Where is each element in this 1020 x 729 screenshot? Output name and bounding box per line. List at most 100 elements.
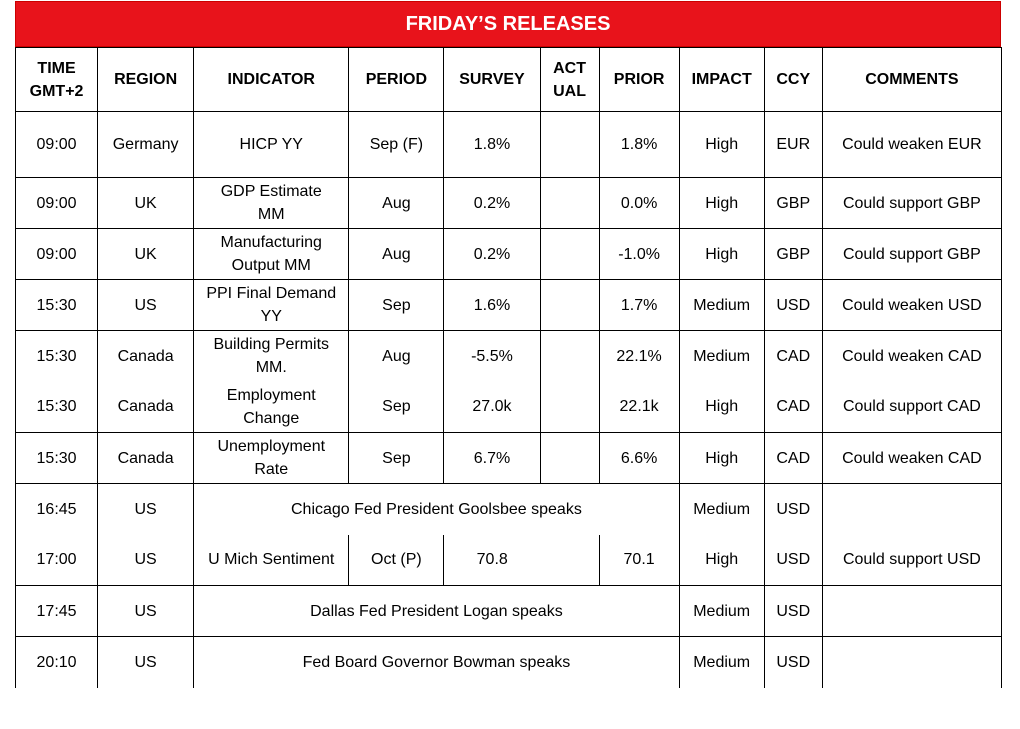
header-impact: IMPACT — [678, 47, 765, 112]
region-cell: US — [97, 585, 195, 637]
comment-cell — [821, 585, 1003, 637]
ccy-cell: USD — [763, 585, 823, 637]
comment-cell: Could weaken CAD — [821, 330, 1003, 382]
period-cell: Sep — [348, 432, 445, 484]
table-row: 09:00 UK Manufacturing Output MM Aug 0.2%… — [14, 228, 1003, 280]
time-cell: 15:30 — [14, 330, 99, 382]
time-cell: 17:00 — [14, 534, 99, 586]
ccy-cell: USD — [763, 636, 823, 688]
table-row: 15:30 Canada Building Permits MM. Aug -5.… — [14, 330, 1003, 382]
comment-cell: Could weaken USD — [821, 279, 1003, 331]
time-cell: 17:45 — [14, 585, 99, 637]
impact-cell: High — [678, 534, 765, 586]
actual-cell — [539, 330, 600, 382]
actual-cell — [539, 432, 600, 484]
ccy-cell: USD — [763, 483, 823, 535]
impact-cell: High — [678, 111, 765, 178]
comment-cell: Could support GBP — [821, 228, 1003, 280]
comment-cell: Could support USD — [821, 534, 1003, 586]
impact-cell: Medium — [678, 636, 765, 688]
header-indicator: INDICATOR — [193, 47, 350, 112]
actual-cell — [540, 534, 600, 586]
survey-cell: 0.2% — [443, 228, 541, 280]
prior-cell: 22.1% — [598, 330, 680, 382]
actual-cell — [539, 279, 600, 331]
survey-cell: 70.8 — [443, 534, 541, 586]
period-cell: Aug — [348, 228, 445, 280]
header-region: REGION — [97, 47, 195, 112]
region-cell: US — [97, 279, 195, 331]
comment-cell: Could weaken CAD — [821, 432, 1003, 484]
table-row: 17:45 US Dallas Fed President Logan spea… — [14, 585, 1003, 637]
time-cell: 09:00 — [14, 228, 99, 280]
time-cell: 15:30 — [14, 381, 99, 433]
table-row: 15:30 Canada Employment Change Sep 27.0k … — [14, 381, 1003, 433]
survey-cell: 1.8% — [443, 111, 541, 178]
actual-cell — [539, 228, 600, 280]
region-cell: Canada — [97, 432, 195, 484]
header-comments: COMMENTS — [821, 47, 1003, 112]
prior-cell: 1.8% — [598, 111, 680, 178]
table-row: 09:00 Germany HICP YY Sep (F) 1.8% 1.8% … — [14, 111, 1003, 178]
prior-cell: 0.0% — [598, 177, 680, 229]
impact-cell: Medium — [678, 585, 765, 637]
survey-cell: 1.6% — [443, 279, 541, 331]
table-row: 16:45 US Chicago Fed President Goolsbee … — [14, 483, 1003, 535]
table-row: 17:00 US U Mich Sentiment Oct (P) 70.8 7… — [14, 534, 1003, 586]
table-row: 20:10 US Fed Board Governor Bowman speak… — [14, 636, 1003, 688]
indicator-cell: U Mich Sentiment — [193, 534, 350, 586]
ccy-cell: CAD — [763, 432, 823, 484]
header-time: TIME GMT+2 — [14, 47, 99, 112]
region-cell: UK — [97, 228, 195, 280]
comment-cell — [821, 483, 1003, 535]
ccy-cell: USD — [763, 279, 823, 331]
event-description: Dallas Fed President Logan speaks — [193, 585, 680, 637]
impact-cell: High — [678, 432, 765, 484]
impact-cell: High — [678, 381, 765, 433]
header-survey: SURVEY — [443, 47, 541, 112]
event-description: Fed Board Governor Bowman speaks — [193, 636, 680, 688]
table-row: 15:30 Canada Unemployment Rate Sep 6.7% 6… — [14, 432, 1003, 484]
comment-cell: Could weaken EUR — [821, 111, 1003, 178]
impact-cell: Medium — [678, 330, 765, 382]
header-ccy: CCY — [763, 47, 823, 112]
period-cell: Sep — [348, 279, 445, 331]
region-cell: Canada — [97, 330, 195, 382]
time-cell: 16:45 — [14, 483, 99, 535]
prior-cell: 6.6% — [598, 432, 680, 484]
prior-cell: 1.7% — [598, 279, 680, 331]
region-cell: US — [97, 534, 195, 586]
ccy-cell: GBP — [763, 228, 823, 280]
survey-cell: 0.2% — [443, 177, 541, 229]
region-cell: Canada — [97, 381, 195, 433]
period-cell: Sep (F) — [348, 111, 445, 178]
survey-cell: 27.0k — [443, 381, 541, 433]
impact-cell: High — [678, 177, 765, 229]
survey-cell: -5.5% — [443, 330, 541, 382]
prior-cell: 22.1k — [598, 381, 680, 433]
comment-cell: Could support CAD — [821, 381, 1003, 433]
header-period: PERIOD — [348, 47, 445, 112]
actual-cell — [539, 177, 600, 229]
indicator-cell: Employment Change — [193, 381, 350, 433]
actual-cell — [539, 381, 600, 433]
actual-cell — [539, 111, 600, 178]
indicator-cell: Unemployment Rate — [193, 432, 350, 484]
time-cell: 15:30 — [14, 279, 99, 331]
ccy-cell: CAD — [763, 330, 823, 382]
comment-cell: Could support GBP — [821, 177, 1003, 229]
indicator-cell: PPI Final Demand YY — [193, 279, 350, 331]
comment-cell — [821, 636, 1003, 688]
period-cell: Aug — [348, 177, 445, 229]
indicator-cell: HICP YY — [193, 111, 350, 178]
ccy-cell: GBP — [763, 177, 823, 229]
period-cell: Aug — [348, 330, 445, 382]
survey-cell: 6.7% — [443, 432, 541, 484]
time-cell: 09:00 — [14, 177, 99, 229]
ccy-cell: USD — [763, 534, 823, 586]
ccy-cell: CAD — [763, 381, 823, 433]
table-row: 15:30 US PPI Final Demand YY Sep 1.6% 1.7… — [14, 279, 1003, 331]
header-actual: ACT UAL — [539, 47, 600, 112]
header-row: TIME GMT+2 REGION INDICATOR PERIOD SURVEY… — [14, 47, 1003, 112]
releases-table: TIME GMT+2 REGION INDICATOR PERIOD SURVEY… — [14, 47, 1003, 688]
